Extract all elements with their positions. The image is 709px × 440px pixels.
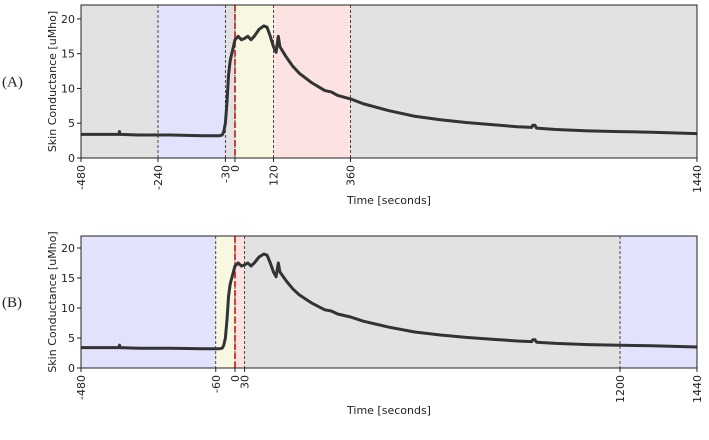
span: [225, 5, 235, 158]
x-tick-label: -60: [210, 375, 223, 393]
x-tick-label: 1440: [691, 375, 704, 403]
y-tick-label: 15: [61, 272, 75, 285]
plot-frame: [80, 235, 698, 369]
x-tick-label: -240: [152, 165, 165, 190]
x-tick-label: 120: [268, 165, 281, 186]
signal-line: [81, 24, 698, 138]
span: [158, 5, 226, 158]
span: [620, 236, 697, 368]
x-tick-label: 30: [239, 375, 252, 389]
signal-line: [81, 252, 698, 351]
x-tick-label: -480: [75, 165, 88, 190]
x-tick-label: 0: [229, 375, 242, 382]
panel-label: (B): [2, 295, 22, 311]
y-tick-label: 0: [68, 152, 75, 165]
x-tick-label: 1200: [614, 375, 627, 403]
y-tick-label: 5: [68, 117, 75, 130]
x-tick-label: 0: [229, 165, 242, 172]
y-tick-label: 15: [61, 48, 75, 61]
x-axis-label: Time [seconds]: [346, 404, 431, 417]
x-tick-label: -30: [219, 165, 232, 183]
span: [81, 236, 216, 368]
panel-label: (A): [2, 75, 23, 91]
span: [235, 236, 245, 368]
y-tick-label: 0: [68, 362, 75, 375]
x-tick-label: 360: [345, 165, 358, 186]
y-tick-label: 10: [61, 82, 75, 95]
span: [350, 5, 697, 158]
y-tick-label: 10: [61, 302, 75, 315]
x-tick-label: 1440: [691, 165, 704, 193]
y-tick-label: 5: [68, 332, 75, 345]
plot-frame: [80, 4, 698, 159]
y-axis-label: Skin Conductance [uMho]: [46, 11, 59, 152]
span: [215, 236, 235, 368]
y-axis-label: Skin Conductance [uMho]: [46, 231, 59, 372]
y-tick-label: 20: [61, 13, 75, 26]
y-tick-label: 20: [61, 242, 75, 255]
x-axis-label: Time [seconds]: [346, 194, 431, 207]
x-tick-label: -480: [75, 375, 88, 400]
span: [244, 236, 620, 368]
